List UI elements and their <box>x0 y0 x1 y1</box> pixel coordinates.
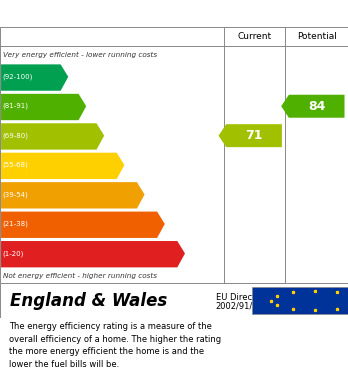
Polygon shape <box>1 65 68 91</box>
Text: (92-100): (92-100) <box>2 74 33 80</box>
Text: Potential: Potential <box>297 32 337 41</box>
Text: G: G <box>186 247 196 260</box>
Polygon shape <box>1 212 165 238</box>
Text: England & Wales: England & Wales <box>10 292 168 310</box>
Text: F: F <box>166 217 174 230</box>
Polygon shape <box>1 94 86 120</box>
Text: (69-80): (69-80) <box>2 133 29 139</box>
Text: C: C <box>105 129 114 142</box>
Text: Energy Efficiency Rating: Energy Efficiency Rating <box>9 7 200 20</box>
Text: B: B <box>87 100 96 113</box>
Text: EU Directive: EU Directive <box>216 292 268 301</box>
Text: Very energy efficient - lower running costs: Very energy efficient - lower running co… <box>3 52 158 57</box>
Text: (39-54): (39-54) <box>2 191 28 198</box>
Bar <box>252 287 348 314</box>
Polygon shape <box>1 182 144 208</box>
Text: (1-20): (1-20) <box>2 250 24 256</box>
Polygon shape <box>1 153 124 179</box>
Text: E: E <box>145 188 154 201</box>
Text: 2002/91/EC: 2002/91/EC <box>216 301 264 310</box>
Text: Not energy efficient - higher running costs: Not energy efficient - higher running co… <box>3 273 158 279</box>
Text: The energy efficiency rating is a measure of the
overall efficiency of a home. T: The energy efficiency rating is a measur… <box>9 322 221 369</box>
Polygon shape <box>281 95 345 118</box>
Polygon shape <box>1 241 185 267</box>
Polygon shape <box>219 124 282 147</box>
Text: (21-38): (21-38) <box>2 221 28 227</box>
Text: (55-68): (55-68) <box>2 162 28 169</box>
Text: Current: Current <box>238 32 272 41</box>
Polygon shape <box>1 123 104 150</box>
Text: (81-91): (81-91) <box>2 103 29 109</box>
Text: 71: 71 <box>245 129 263 142</box>
Text: A: A <box>69 70 79 83</box>
Text: 84: 84 <box>308 100 325 113</box>
Text: D: D <box>125 159 135 172</box>
